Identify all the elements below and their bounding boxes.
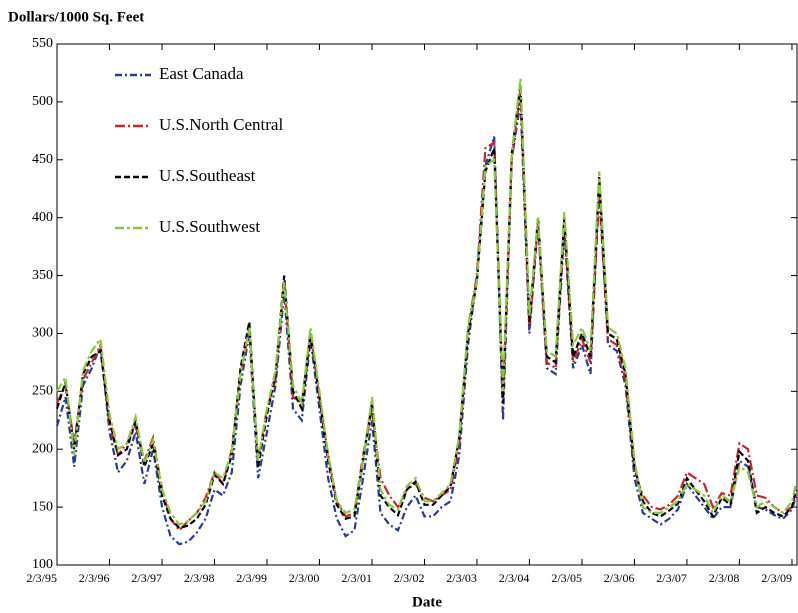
x-tick-label: 2/3/95	[26, 571, 57, 585]
series-line	[56, 90, 798, 532]
legend-label: East Canada	[159, 64, 244, 83]
series-line	[56, 78, 798, 526]
plot-frame	[56, 43, 798, 566]
x-tick-label: 2/3/01	[341, 571, 372, 585]
x-tick-label: 2/3/02	[394, 571, 425, 585]
x-tick-label: 2/3/96	[79, 571, 110, 585]
x-axis-label: Date	[412, 594, 442, 610]
x-tick-label: 2/3/05	[551, 571, 582, 585]
legend-label: U.S.Southeast	[159, 166, 256, 185]
x-tick-label: 2/3/99	[236, 571, 267, 585]
x-tick-label: 2/3/98	[184, 571, 215, 585]
y-tick-label: 550	[32, 36, 53, 51]
y-tick-label: 450	[32, 152, 53, 167]
y-tick-label: 250	[32, 384, 53, 399]
x-tick-label: 2/3/09	[761, 571, 792, 585]
y-tick-label: 300	[32, 326, 53, 341]
x-tick-label: 2/3/07	[656, 571, 687, 585]
x-tick-label: 2/3/06	[604, 571, 635, 585]
x-tick-label: 2/3/04	[499, 571, 530, 585]
x-tick-label: 2/3/00	[289, 571, 320, 585]
legend-label: U.S.Southwest	[159, 217, 260, 236]
x-tick-label: 2/3/03	[446, 571, 477, 585]
y-tick-label: 200	[32, 441, 53, 456]
y-tick-label: 350	[32, 268, 53, 283]
y-tick-label: 150	[32, 499, 53, 514]
series-line	[55, 101, 798, 546]
y-tick-label: 100	[32, 557, 53, 572]
x-tick-label: 2/3/97	[131, 571, 162, 585]
y-tick-label: 400	[32, 210, 53, 225]
y-axis-label: Dollars/1000 Sq. Feet	[8, 9, 144, 25]
y-tick-label: 500	[32, 94, 53, 109]
x-tick-label: 2/3/08	[709, 571, 740, 585]
series-line	[55, 84, 798, 530]
legend-label: U.S.North Central	[159, 115, 283, 134]
